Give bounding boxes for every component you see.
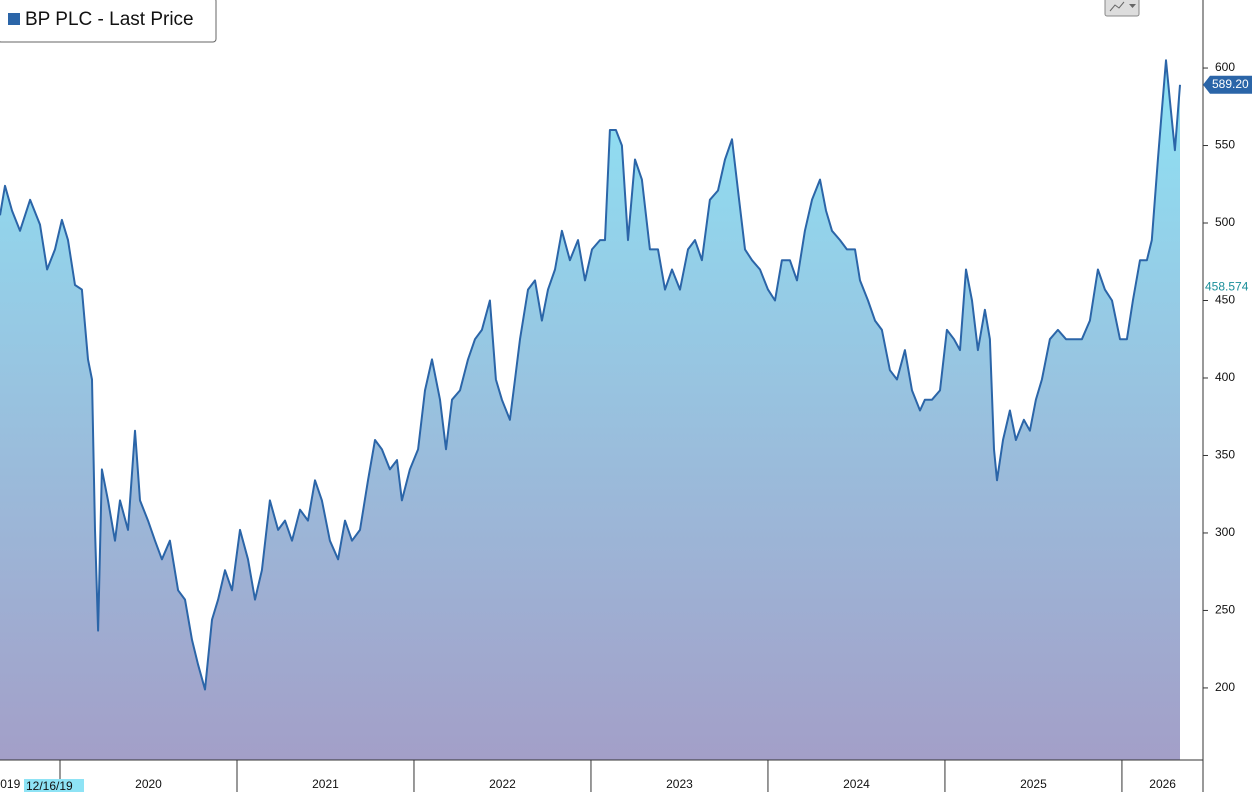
chart-type-button[interactable] [1104, 0, 1140, 17]
legend-swatch [8, 13, 20, 25]
y-tick-label: 300 [1215, 525, 1235, 539]
x-tick-label: 2025 [1020, 777, 1047, 791]
x-tick-label: 2022 [489, 777, 516, 791]
x-tick-label: 2024 [843, 777, 870, 791]
start-date-box [24, 779, 84, 795]
button-bg[interactable] [1104, 0, 1140, 17]
y-tick-label: 500 [1215, 215, 1235, 229]
x-tick-label: 2019 [0, 777, 21, 791]
button-icon [1109, 1, 1125, 12]
ref-tag [1204, 279, 1252, 296]
y-tick-label: 400 [1215, 370, 1235, 384]
x-tick-label: 2026 [1149, 777, 1176, 791]
x-tick-label: 2020 [135, 777, 162, 791]
price-line [0, 59, 1181, 691]
last-price-label: 589.20 [1212, 77, 1249, 91]
y-tick-label: 600 [1215, 60, 1235, 74]
x-tick-label: 2021 [312, 777, 339, 791]
legend-box [0, 0, 217, 43]
y-tick-label: 200 [1215, 680, 1235, 694]
price-area [0, 60, 1180, 760]
ref-label: 458.574 [1205, 279, 1249, 293]
button-caret [1129, 4, 1136, 8]
y-tick-label: 550 [1215, 138, 1235, 152]
x-tick-label: 2023 [666, 777, 693, 791]
y-tick-label: 350 [1215, 448, 1235, 462]
y-tick-label: 250 [1215, 603, 1235, 617]
legend-label: BP PLC - Last Price [25, 9, 194, 30]
y-tick-label: 450 [1215, 293, 1235, 307]
start-date-label: 12/16/19 [26, 779, 73, 792]
last-price-tag [1203, 75, 1252, 94]
